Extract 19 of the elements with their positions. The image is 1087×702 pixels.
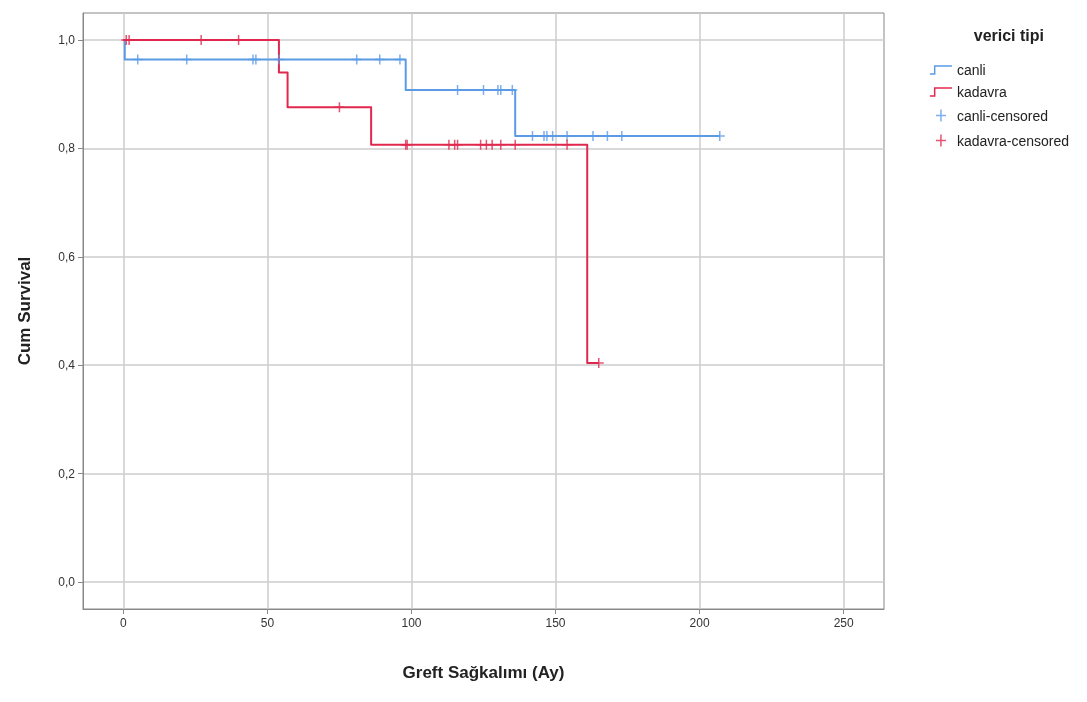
y-axis-title: Cum Survival	[15, 256, 34, 366]
legend-label: kadavra-censored	[956, 132, 1069, 149]
x-tick-label: 200	[689, 616, 710, 630]
y-tick-label: 0,0	[58, 574, 76, 589]
legend-label: canli-censored	[956, 107, 1048, 124]
x-tick-label: 0	[119, 616, 127, 630]
y-tick-label: 0,8	[58, 141, 76, 156]
legend-label: kadavra	[956, 84, 1007, 100]
y-tick-label: 1,0	[58, 33, 76, 48]
y-tick-label: 0,2	[58, 466, 76, 481]
legend-label: canli	[956, 62, 986, 78]
x-tick-label: 150	[545, 616, 566, 630]
y-tick-label: 0,6	[58, 249, 76, 264]
x-tick-label: 250	[833, 616, 854, 630]
y-tick-label: 0,4	[58, 358, 76, 373]
x-tick-label: 50	[260, 616, 275, 630]
legend-title: verici tipi	[973, 26, 1044, 44]
x-axis-title: Greft Sağkalımı (Ay)	[402, 663, 565, 682]
x-tick-label: 100	[401, 616, 422, 630]
